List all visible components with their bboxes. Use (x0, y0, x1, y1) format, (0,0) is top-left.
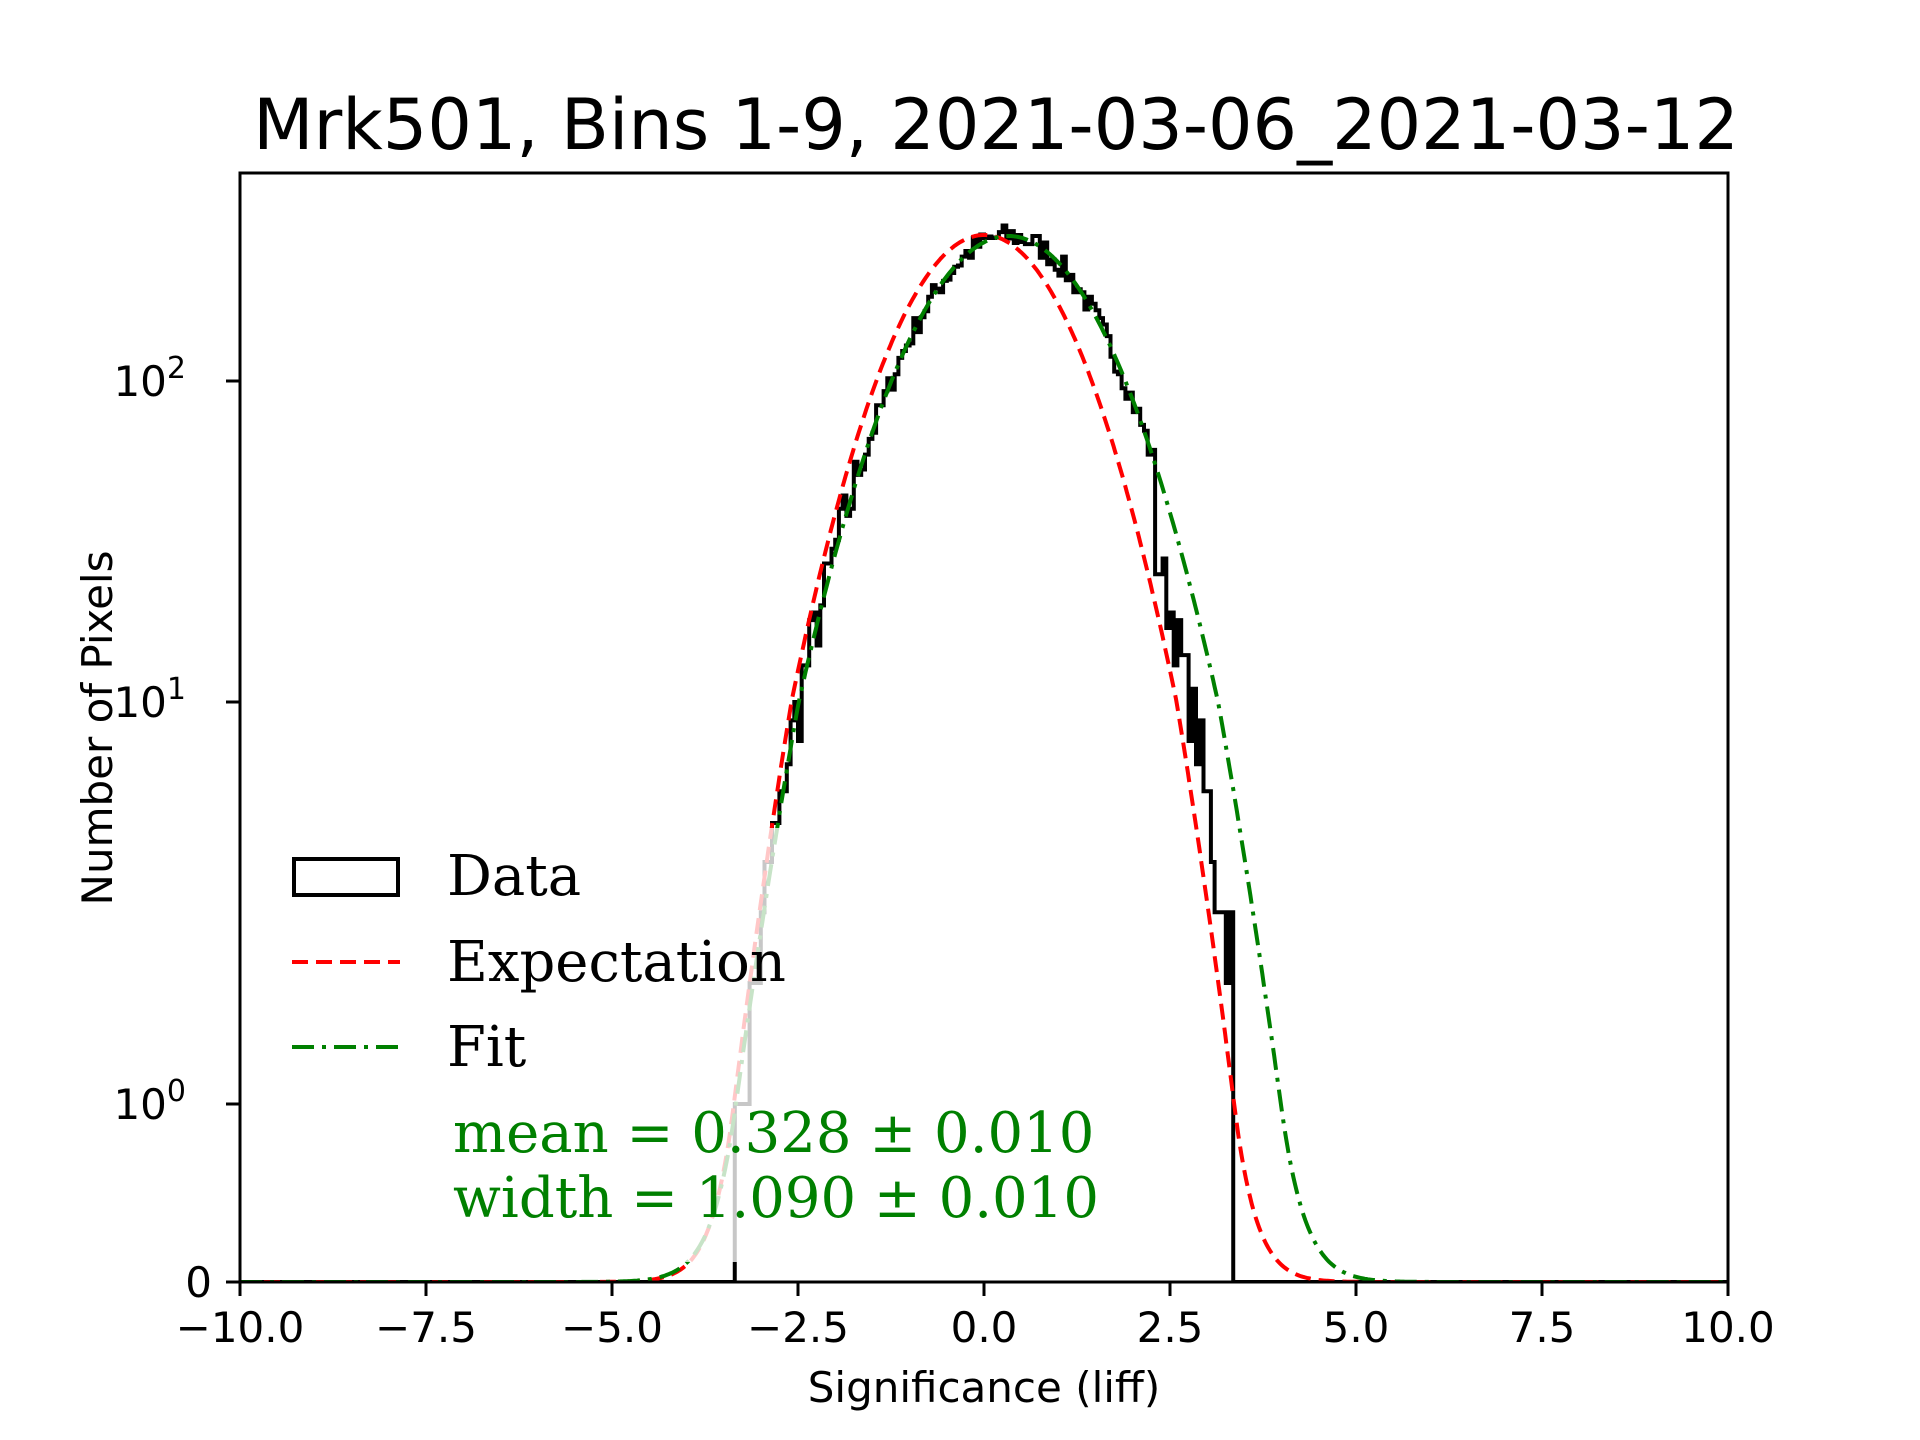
legend: Data Expectation Fit mean = 0.328 ± 0.01… (292, 844, 1099, 1231)
x-tick-label: −5.0 (561, 1303, 663, 1352)
fit-mean-annotation: mean = 0.328 ± 0.010 (453, 1101, 1094, 1166)
x-axis-label: Significance (liff) (808, 1363, 1161, 1412)
x-axis: −10.0 −7.5 −5.0 −2.5 0.0 2.5 5.0 7.5 10.0 (176, 1282, 1775, 1352)
plot-area (240, 223, 1728, 1282)
legend-data-swatch (292, 857, 400, 897)
legend-item-expectation: Expectation (292, 930, 786, 995)
fit-curve (240, 234, 1728, 1282)
expectation-curve (240, 233, 1728, 1282)
x-tick-label: 10.0 (1681, 1303, 1775, 1352)
y-axis: 0 100 101 102 (113, 351, 240, 1307)
data-histogram (240, 223, 1728, 1282)
chart-title: Mrk501, Bins 1-9, 2021-03-06_2021-03-12 (253, 84, 1739, 166)
legend-item-data: Data (292, 844, 581, 909)
y-tick-label: 101 (113, 672, 186, 727)
legend-fit-label: Fit (447, 1015, 527, 1080)
legend-data-label: Data (447, 844, 581, 909)
y-tick-label: 102 (113, 351, 186, 406)
y-axis-label: Number of Pixels (73, 551, 122, 906)
legend-expectation-label: Expectation (447, 930, 786, 995)
x-tick-label: −2.5 (747, 1303, 849, 1352)
x-tick-label: −10.0 (176, 1303, 305, 1352)
x-tick-label: 2.5 (1137, 1303, 1204, 1352)
legend-item-fit: Fit (292, 1015, 527, 1080)
fit-width-annotation: width = 1.090 ± 0.010 (453, 1166, 1099, 1231)
x-tick-label: 7.5 (1509, 1303, 1576, 1352)
y-tick-label: 0 (185, 1258, 212, 1307)
x-tick-label: 5.0 (1323, 1303, 1390, 1352)
y-tick-label: 100 (113, 1074, 186, 1129)
legend-background (274, 828, 794, 1262)
x-tick-label: −7.5 (375, 1303, 477, 1352)
x-tick-label: 0.0 (951, 1303, 1018, 1352)
